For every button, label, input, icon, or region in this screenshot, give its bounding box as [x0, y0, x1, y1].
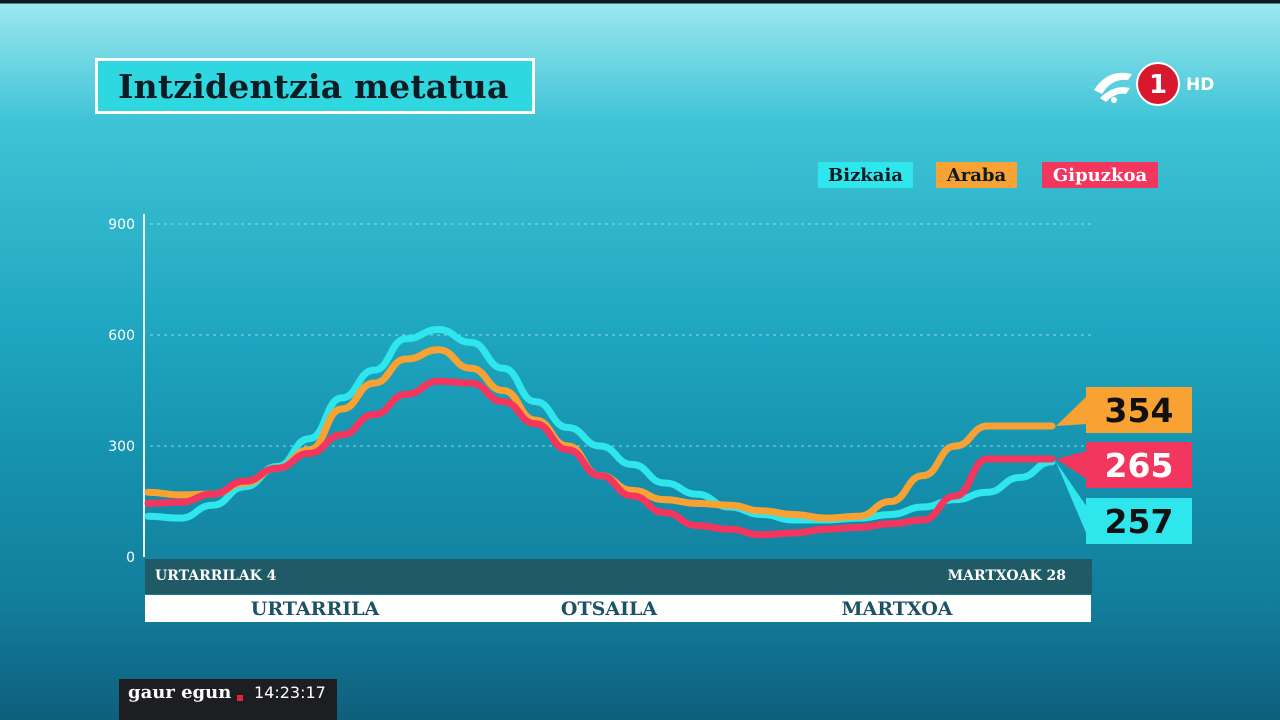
series-line-bizkaia: [144, 325, 1056, 524]
month-bar: URTARRILA OTSAILA MARTXOA: [145, 595, 1091, 622]
eitb-swoosh-icon: [1094, 72, 1132, 103]
legend-gipuzkoa: Gipuzkoa: [1042, 162, 1158, 188]
y-tick-label-300: 300: [108, 439, 135, 455]
news-ticker: gaur egun 14:23:17: [119, 679, 337, 720]
hd-label: HD: [1186, 75, 1214, 95]
y-tick-label-600: 600: [108, 328, 135, 344]
ticker-brand: gaur egun: [128, 682, 232, 703]
legend-label-araba: Araba: [946, 164, 1007, 186]
timeline-end-label: MARTXOAK 28: [947, 568, 1066, 584]
value-tag-gipuzkoa: 265: [1086, 442, 1192, 488]
timeline-bar: URTARRILAK 4 MARTXOAK 28: [145, 559, 1092, 594]
timeline-start-label: URTARRILAK 4: [155, 568, 277, 584]
ticker-time: 14:23:17: [254, 683, 326, 702]
chart-title-box: Intzidentzia metatua: [95, 58, 535, 114]
value-tag-araba-text: 354: [1104, 390, 1174, 430]
ticker-dot-icon: [237, 695, 243, 701]
channel-logo: 1 HD: [1094, 62, 1214, 106]
channel-number-badge: [1136, 62, 1180, 106]
legend-bizkaia: Bizkaia: [818, 162, 913, 188]
value-tag-araba: 354: [1086, 387, 1192, 433]
chart-title: Intzidentzia metatua: [118, 66, 509, 106]
value-tag-bizkaia-text: 257: [1104, 501, 1174, 541]
series-line-araba: [144, 346, 1056, 522]
legend-araba: Araba: [936, 162, 1017, 188]
y-tick-label-900: 900: [108, 217, 135, 233]
value-pointer-gipuzkoa: [1056, 451, 1087, 479]
month-label-january: URTARRILA: [250, 598, 380, 620]
value-tag-gipuzkoa-text: 265: [1104, 445, 1174, 485]
y-tick-label-0: 0: [126, 550, 135, 566]
legend-label-gipuzkoa: Gipuzkoa: [1052, 164, 1148, 186]
value-pointer-araba: [1056, 396, 1087, 427]
series-line-gipuzkoa: [144, 377, 1056, 539]
month-label-march: MARTXOA: [841, 598, 953, 620]
value-tag-bizkaia: 257: [1086, 498, 1192, 544]
legend-label-bizkaia: Bizkaia: [828, 164, 903, 186]
month-label-february: OTSAILA: [560, 598, 658, 620]
channel-number: 1: [1149, 70, 1167, 100]
value-pointer-bizkaia: [1056, 461, 1087, 535]
